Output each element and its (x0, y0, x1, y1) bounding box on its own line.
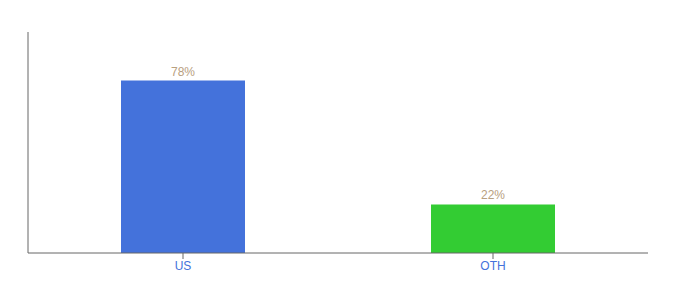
svg-text:78%: 78% (171, 65, 195, 79)
svg-text:22%: 22% (481, 188, 505, 202)
svg-text:US: US (175, 259, 192, 273)
svg-text:OTH: OTH (480, 259, 505, 273)
